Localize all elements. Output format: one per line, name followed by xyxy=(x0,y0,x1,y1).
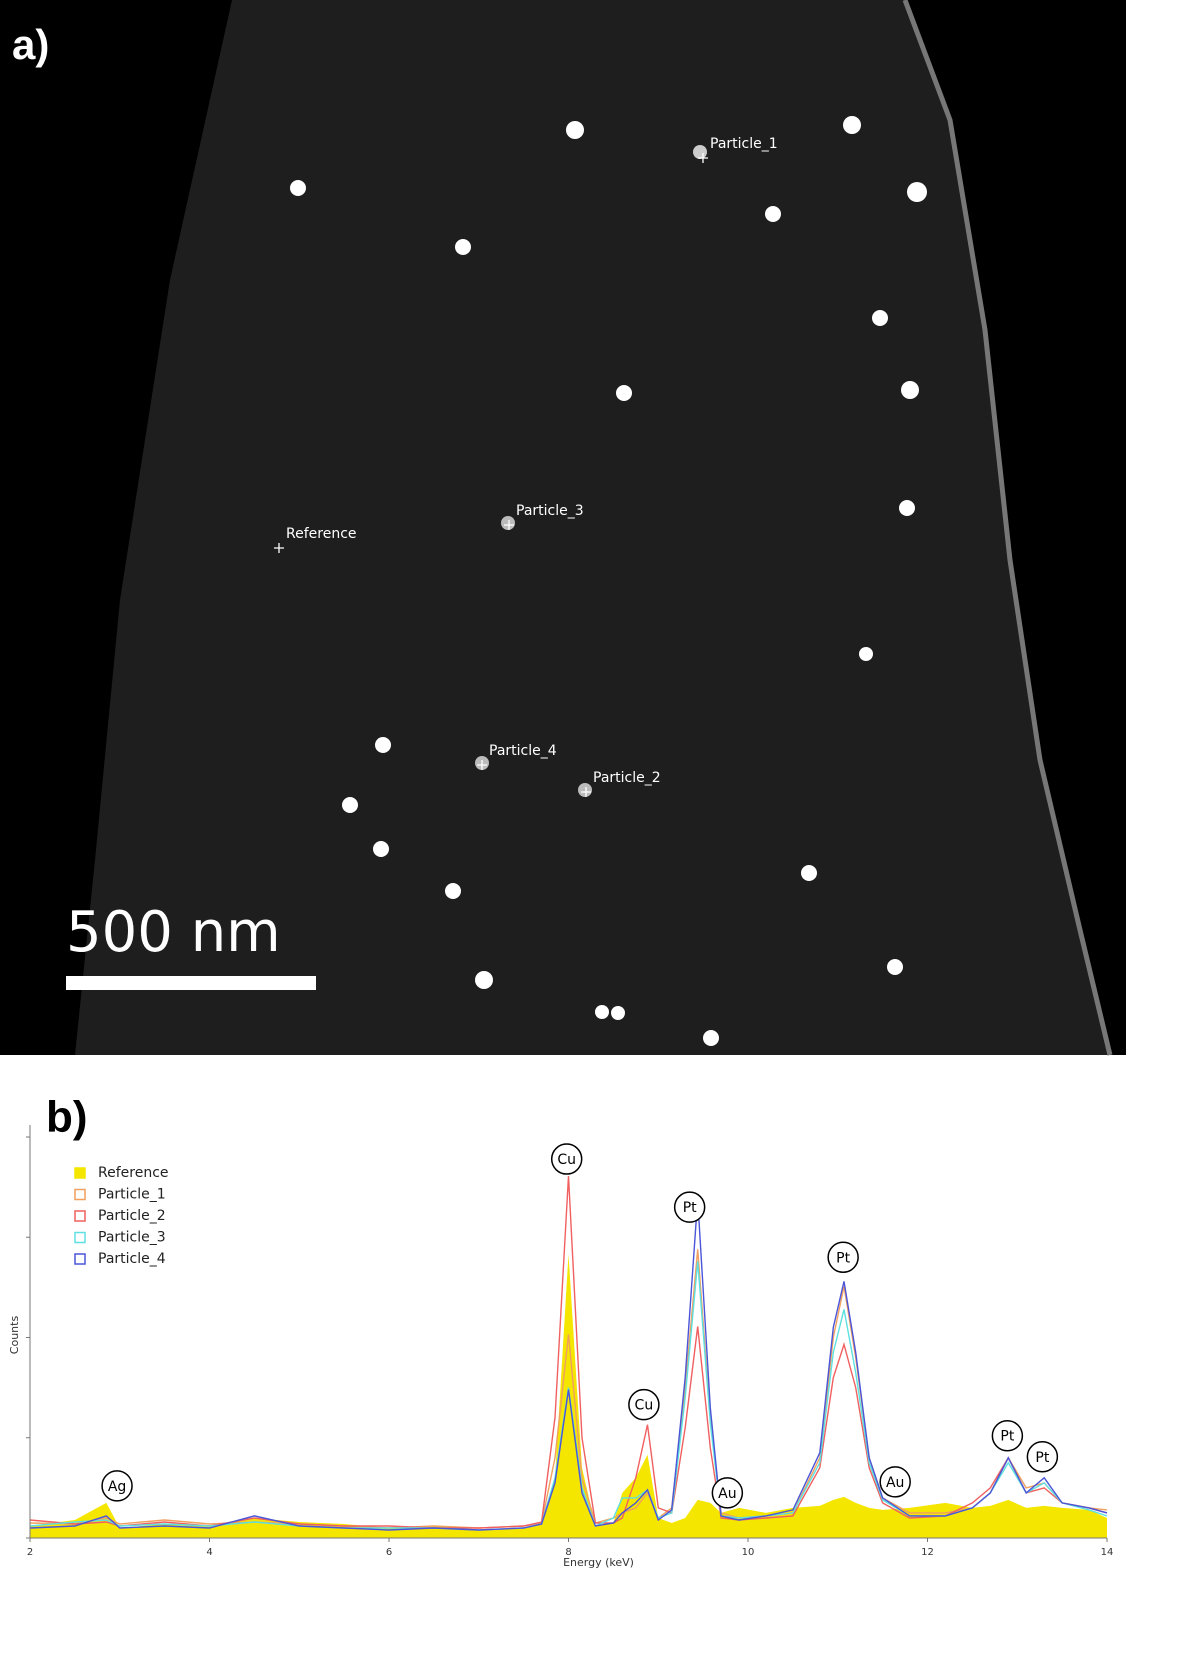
y-axis-label: Counts xyxy=(8,1316,21,1355)
legend-label: Reference xyxy=(98,1165,169,1181)
marker-cross xyxy=(698,153,708,163)
specimen xyxy=(75,0,1110,1055)
line xyxy=(29,1199,1108,1531)
legend-swatch xyxy=(74,1253,86,1265)
legend-swatch xyxy=(74,1167,86,1179)
legend-label: Particle_4 xyxy=(98,1251,166,1267)
legend-swatch xyxy=(74,1210,86,1222)
annotation-circle xyxy=(827,1241,859,1274)
marker-label: Reference xyxy=(286,526,357,542)
annotation-label: Au xyxy=(886,1475,904,1491)
marker-label: Particle_4 xyxy=(489,743,557,759)
legend-label: Particle_2 xyxy=(98,1208,166,1224)
marker-label: Particle_2 xyxy=(593,770,661,786)
legend-swatch xyxy=(74,1231,86,1244)
annotation-label: Au xyxy=(718,1486,736,1502)
area xyxy=(30,1254,1107,1538)
annotation-circle xyxy=(879,1466,911,1498)
marker-label: Particle_1 xyxy=(710,136,778,152)
x-tick-label: 12 xyxy=(921,1547,934,1558)
annotation-label: Pt xyxy=(1035,1450,1049,1466)
x-tick-label: 14 xyxy=(1101,1547,1114,1558)
annotation-label: Pt xyxy=(1000,1429,1014,1445)
scale-bar xyxy=(66,976,316,990)
marker-label: Particle_3 xyxy=(516,503,584,519)
specimen-edge xyxy=(902,0,1113,1056)
annotation-circle xyxy=(711,1477,744,1509)
annotation-label: Pt xyxy=(836,1250,850,1266)
x-axis-label: Energy (keV) xyxy=(563,1556,634,1569)
panel-label: a) xyxy=(12,21,49,68)
x-tick-label: 4 xyxy=(206,1547,212,1558)
legend-label: Particle_1 xyxy=(98,1187,166,1203)
annotation-circle xyxy=(1026,1441,1059,1473)
marker-cross xyxy=(581,787,591,797)
annotation-circle xyxy=(673,1191,706,1223)
annotation-circle xyxy=(991,1419,1024,1452)
x-tick-label: 6 xyxy=(386,1547,392,1558)
x-tick-label: 2 xyxy=(27,1547,33,1558)
annotation-circle xyxy=(550,1143,583,1175)
scale-bar-label: 500 nm xyxy=(66,900,281,965)
marker-cross xyxy=(477,760,487,770)
marker-cross xyxy=(274,543,284,553)
legend-label: Particle_3 xyxy=(98,1230,166,1246)
annotation-label: Pt xyxy=(683,1200,697,1216)
micrograph: a) 500 nm Particle_1 Reference Particle_3 P… xyxy=(0,0,1126,1056)
annotation-label: Cu xyxy=(635,1398,654,1414)
x-tick-label: 10 xyxy=(742,1547,755,1558)
panel-label: b) xyxy=(46,1093,88,1142)
legend-swatch xyxy=(74,1188,86,1201)
annotation-label: Cu xyxy=(557,1152,576,1168)
marker-cross xyxy=(504,520,514,530)
x-tick-label: 8 xyxy=(565,1547,571,1558)
annotation-label: Ag xyxy=(108,1479,126,1495)
spectrum-chart: b) 2 4 6 8 10 12 14 Energy (keV) Counts Ag Cu Pt Cu Au… xyxy=(8,1093,1113,1569)
annotation-circle xyxy=(628,1388,660,1421)
annotation-circle xyxy=(101,1470,133,1502)
particles xyxy=(290,116,927,1046)
